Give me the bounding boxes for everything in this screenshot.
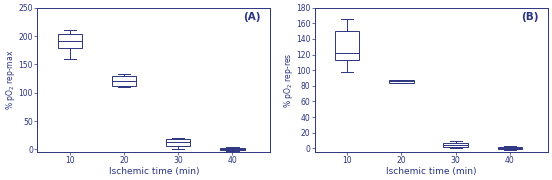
Bar <box>57 34 82 48</box>
Bar <box>443 143 468 147</box>
Y-axis label: % pO$_2$ rep-res: % pO$_2$ rep-res <box>282 52 295 108</box>
Bar <box>498 147 522 149</box>
X-axis label: Ischemic time (min): Ischemic time (min) <box>386 167 476 176</box>
X-axis label: Ischemic time (min): Ischemic time (min) <box>109 167 199 176</box>
Y-axis label: % pO$_2$ rep-max: % pO$_2$ rep-max <box>4 50 17 110</box>
Bar <box>166 139 190 146</box>
Bar <box>335 31 359 60</box>
Text: (B): (B) <box>521 12 539 22</box>
Bar <box>389 80 413 83</box>
Bar <box>112 76 136 86</box>
Bar <box>220 148 245 150</box>
Text: (A): (A) <box>243 12 261 22</box>
